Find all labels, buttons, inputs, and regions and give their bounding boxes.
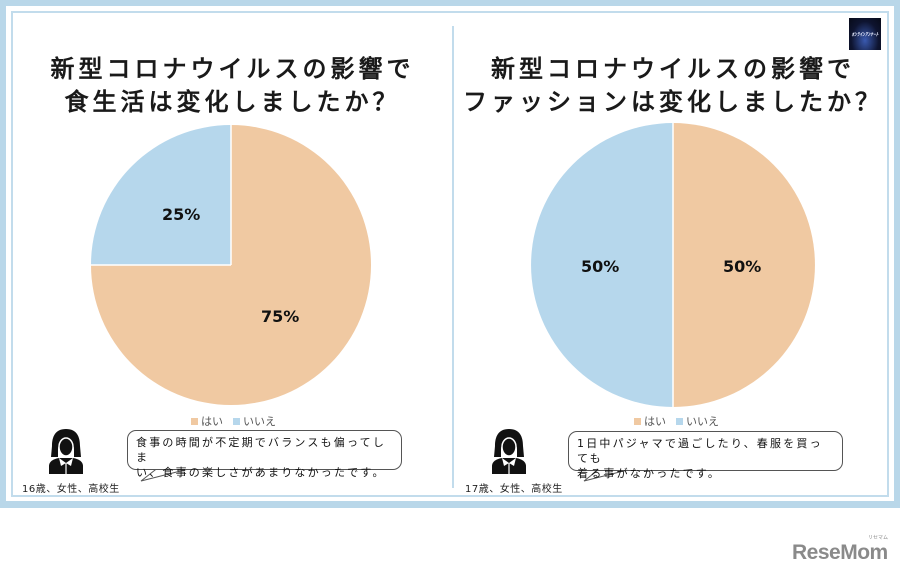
left-comment-line2: い、食事の楽しさがあまりなかったです。 [136,466,386,479]
legend-label-no: いいえ [243,415,276,428]
right-person-label: 17歳、女性、高校生 [465,484,563,495]
resemom-logo: ReseMom [792,541,888,564]
right-pct-no: 50% [581,257,620,276]
legend-swatch-yes [191,417,198,425]
left-pie-slice-no [91,125,231,265]
right-comment-line1: 1日中パジャマで過ごしたり、春服を買っても [577,437,823,465]
resemom-logo-reading: リセマム [868,535,889,541]
left-title-line2: 食生活は変化しましたか？ [64,88,401,116]
legend-item-yes: はい [634,413,666,429]
left-pct-no: 25% [162,205,201,224]
left-title-line1: 新型コロナウイルスの影響で [50,55,415,83]
right-pie-chart [530,122,816,408]
right-comment-bubble: 1日中パジャマで過ごしたり、春服を買っても 着る事がなかったです。 [568,431,843,480]
left-chart-title: 新型コロナウイルスの影響で 食生活は変化しましたか？ [20,53,445,119]
survey-logo-text: ｵﾝﾗｲﾝｱﾝｹｰﾄ [851,31,879,38]
left-pct-yes: 75% [261,307,300,326]
survey-logo-badge: ｵﾝﾗｲﾝｱﾝｹｰﾄ [849,18,881,50]
person-avatar-icon [49,429,83,474]
legend-item-no: いいえ [676,413,719,429]
right-title-line1: 新型コロナウイルスの影響で [491,55,855,83]
legend-swatch-no [233,417,240,425]
legend-label-yes: はい [644,415,666,428]
legend-item-yes: はい [191,413,223,429]
right-pct-yes: 50% [723,257,762,276]
left-person-label: 16歳、女性、高校生 [22,484,120,495]
left-comment-line1: 食事の時間が不定期でバランスも偏ってしま [136,436,387,464]
right-title-line2: ファッションは変化しましたか？ [463,88,883,116]
left-comment-bubble: 食事の時間が不定期でバランスも偏ってしま い、食事の楽しさがあまりなかったです。 [127,430,402,479]
right-pie-slice-no [531,123,673,407]
left-legend: はい いいえ [191,413,276,429]
right-comment-line2: 着る事がなかったです。 [577,467,722,480]
right-legend: はい いいえ [634,413,719,429]
right-pie-slice-yes [673,123,815,407]
legend-swatch-no [676,417,683,425]
legend-label-no: いいえ [686,415,719,428]
legend-item-no: いいえ [233,413,276,429]
panel-divider [452,26,454,488]
left-pie-chart [90,124,372,406]
person-avatar-icon [492,429,526,474]
legend-label-yes: はい [201,415,223,428]
legend-swatch-yes [634,417,641,425]
right-chart-title: 新型コロナウイルスの影響で ファッションは変化しましたか？ [458,53,888,119]
